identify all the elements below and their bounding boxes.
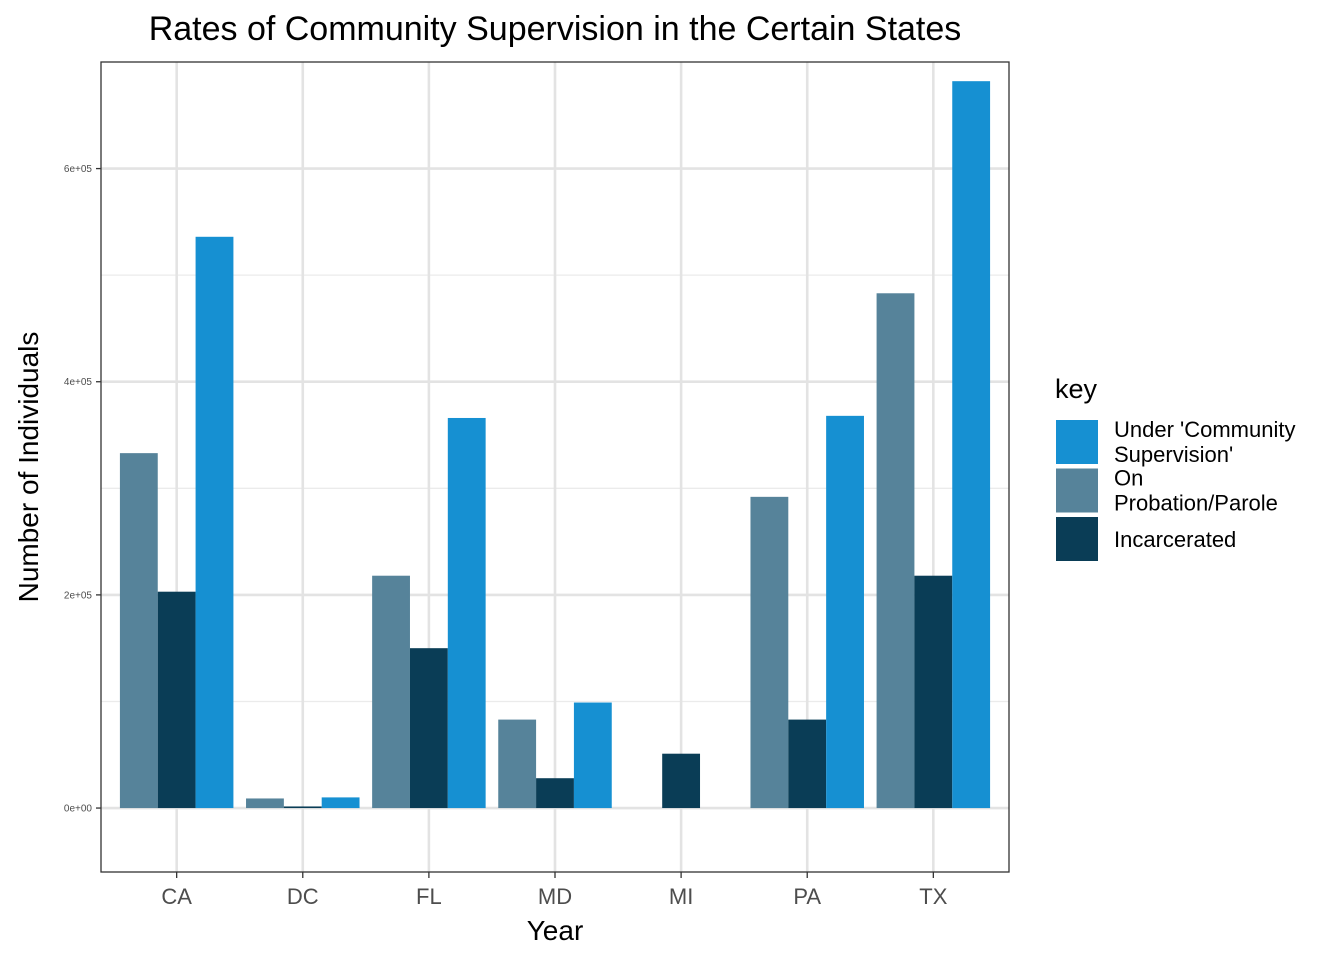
legend-label-line: Under 'Community bbox=[1114, 417, 1295, 442]
legend-label-line: On bbox=[1114, 466, 1143, 491]
bar-ca-incarcerated bbox=[157, 591, 196, 809]
x-axis: CA DC FL MD MI PA TX bbox=[161, 872, 948, 909]
x-tick-label-fl: FL bbox=[416, 884, 442, 909]
x-tick-label-dc: DC bbox=[287, 884, 319, 909]
legend-key-swatch bbox=[1056, 517, 1098, 561]
bar-tx-incarcerated bbox=[914, 575, 953, 809]
legend-label-line: Incarcerated bbox=[1114, 527, 1236, 552]
bar-md-on-probation-parole bbox=[498, 719, 537, 809]
y-tick-label: 0e+00 bbox=[64, 804, 93, 815]
x-axis-label: Year bbox=[527, 915, 584, 946]
bars bbox=[119, 81, 991, 809]
bar-dc-incarcerated bbox=[283, 806, 322, 809]
bar-pa-under-community-supervision bbox=[826, 415, 864, 809]
bar-fl-under-community-supervision bbox=[447, 417, 486, 809]
legend-key-swatch bbox=[1056, 468, 1098, 513]
y-axis-label: Number of Individuals bbox=[13, 332, 44, 603]
x-tick-label-ca: CA bbox=[161, 884, 192, 909]
x-tick-label-mi: MI bbox=[669, 884, 693, 909]
bar-pa-incarcerated bbox=[788, 719, 827, 809]
bar-tx-on-probation-parole bbox=[876, 293, 915, 809]
x-tick-label-pa: PA bbox=[793, 884, 821, 909]
bar-fl-incarcerated bbox=[409, 648, 448, 809]
bar-dc-under-community-supervision bbox=[321, 797, 360, 809]
legend-label: Under 'Community Supervision' bbox=[1114, 417, 1295, 467]
legend: Under 'Community Supervision'On Probation/… bbox=[1056, 417, 1295, 561]
legend-label-line: Supervision' bbox=[1114, 442, 1233, 467]
y-tick-label: 6e+05 bbox=[64, 164, 93, 175]
bar-md-incarcerated bbox=[536, 778, 574, 809]
bar-ca-on-probation-parole bbox=[119, 453, 158, 809]
y-axis: 0e+00 2e+05 4e+05 6e+05 bbox=[64, 164, 101, 815]
legend-label-line: Probation/Parole bbox=[1114, 491, 1278, 516]
bar-md-under-community-supervision bbox=[573, 702, 612, 809]
legend-label: Incarcerated bbox=[1114, 527, 1236, 552]
legend-key-swatch bbox=[1056, 420, 1098, 464]
x-tick-label-tx: TX bbox=[919, 884, 947, 909]
x-tick-label-md: MD bbox=[538, 884, 572, 909]
bar-dc-on-probation-parole bbox=[246, 798, 284, 809]
legend-title: key bbox=[1055, 374, 1098, 404]
bar-mi-incarcerated bbox=[662, 753, 701, 809]
bar-pa-on-probation-parole bbox=[750, 496, 789, 809]
bar-fl-on-probation-parole bbox=[372, 575, 410, 809]
chart-title: Rates of Community Supervision in the Ce… bbox=[149, 10, 962, 48]
y-tick-label: 2e+05 bbox=[64, 590, 93, 601]
bar-tx-under-community-supervision bbox=[952, 81, 991, 809]
bar-ca-under-community-supervision bbox=[195, 236, 234, 809]
y-tick-label: 4e+05 bbox=[64, 377, 93, 388]
legend-label: On Probation/Parole bbox=[1114, 466, 1278, 516]
